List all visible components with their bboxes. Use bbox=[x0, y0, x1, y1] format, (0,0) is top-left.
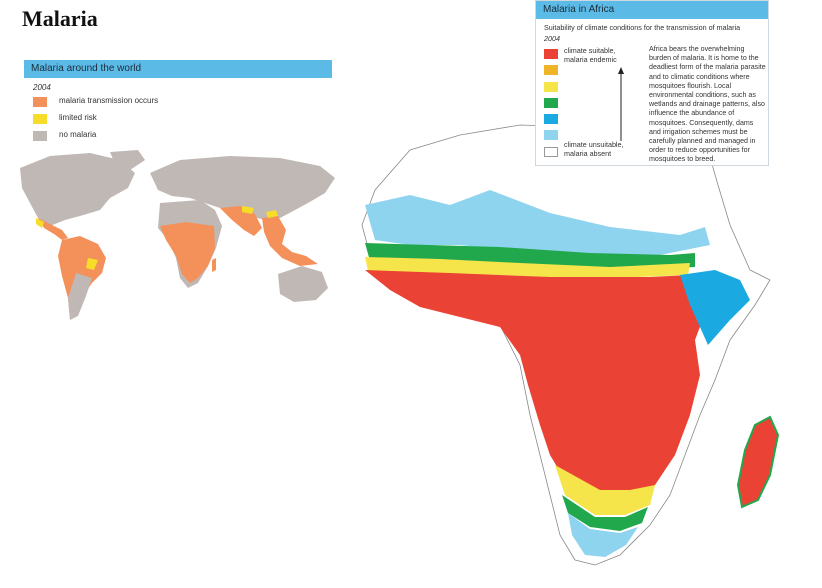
asia-limited-2 bbox=[266, 210, 278, 218]
scale-swatch-light-blue bbox=[544, 130, 558, 141]
world-panel-header: Malaria around the world bbox=[24, 60, 332, 78]
madagascar-shape bbox=[736, 415, 780, 509]
eurasia-shape bbox=[150, 156, 335, 220]
central-america-limited bbox=[36, 218, 44, 228]
central-america-shape bbox=[38, 218, 68, 240]
africa-map bbox=[361, 124, 780, 566]
africa-description: Africa bears the overwhelming burden of … bbox=[649, 45, 766, 164]
africa-panel-subtitle: Suitability of climate conditions for th… bbox=[544, 23, 741, 32]
africa-panel-year: 2004 bbox=[544, 34, 560, 43]
world-panel-year: 2004 bbox=[33, 83, 51, 92]
scale-top-label: climate suitable, malaria endemic bbox=[564, 46, 617, 64]
legend-swatch bbox=[33, 131, 47, 141]
scale-swatch-yellow bbox=[544, 81, 558, 92]
africa-info-panel: Malaria in Africa Suitability of climate… bbox=[535, 0, 769, 166]
madagascar-world bbox=[212, 258, 216, 272]
south-america-limited bbox=[86, 258, 98, 270]
scale-swatch-blue bbox=[544, 114, 558, 125]
sahel-green bbox=[365, 243, 695, 271]
endemic-red bbox=[365, 270, 710, 505]
legend-label: limited risk bbox=[59, 113, 97, 122]
greenland-shape bbox=[110, 150, 145, 170]
asia-limited bbox=[242, 206, 254, 214]
world-map bbox=[20, 150, 335, 320]
legend-swatch bbox=[33, 97, 47, 107]
scale-swatch-endemic bbox=[544, 49, 558, 59]
southeast-asia-transmission bbox=[262, 216, 318, 266]
east-africa-blue bbox=[680, 270, 750, 345]
south-america-south bbox=[68, 273, 92, 320]
north-light-blue bbox=[365, 190, 710, 257]
legend-label: malaria transmission occurs bbox=[59, 96, 159, 105]
australia-shape bbox=[278, 266, 328, 302]
africa-panel-header: Malaria in Africa bbox=[536, 1, 768, 19]
southern-yellow bbox=[555, 465, 655, 515]
scale-bottom-label: climate unsuitable, malaria absent bbox=[564, 140, 624, 158]
southern-light-blue bbox=[568, 513, 638, 557]
legend-label: no malaria bbox=[59, 130, 97, 139]
legend-swatch bbox=[33, 114, 47, 124]
scale-swatch-orange bbox=[544, 65, 558, 76]
scale-swatch-absent bbox=[544, 146, 558, 157]
climate-suitability-scale bbox=[544, 49, 558, 163]
southern-green bbox=[562, 495, 648, 531]
page-title: Malaria bbox=[22, 6, 98, 31]
north-america-shape bbox=[20, 153, 135, 226]
africa-world-transmission bbox=[160, 222, 215, 283]
scale-arrow-icon bbox=[618, 67, 624, 141]
scale-swatch-green bbox=[544, 97, 558, 108]
